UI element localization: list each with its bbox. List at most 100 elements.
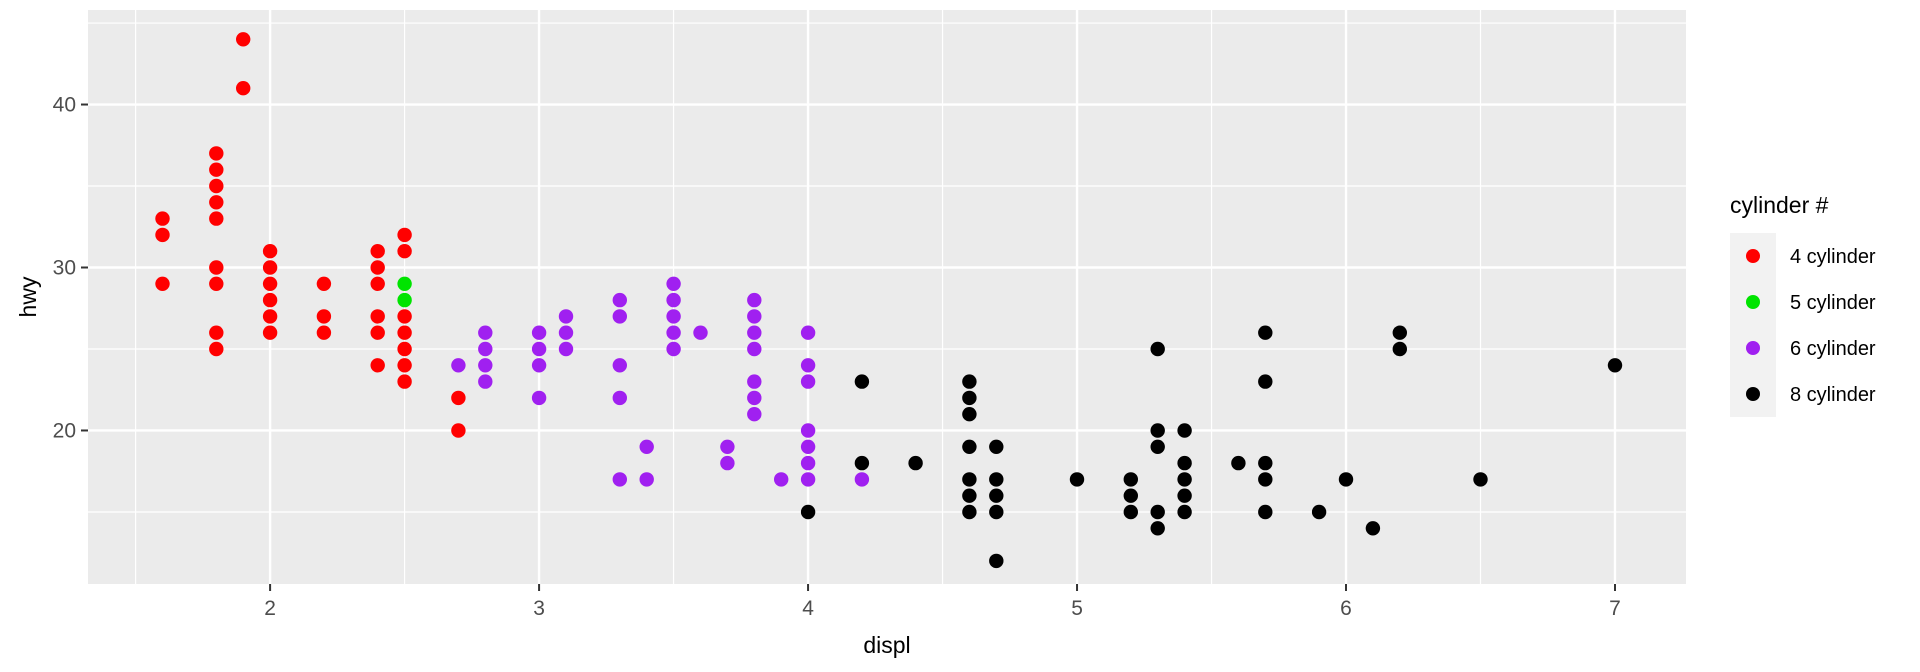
data-point bbox=[639, 439, 654, 454]
data-point bbox=[1258, 325, 1273, 340]
data-point bbox=[531, 390, 547, 406]
data-point bbox=[1123, 504, 1139, 520]
y-tick-label: 30 bbox=[53, 257, 76, 280]
data-point bbox=[612, 358, 627, 373]
data-point bbox=[1258, 504, 1273, 520]
data-point bbox=[262, 292, 278, 308]
data-point bbox=[1607, 358, 1623, 373]
data-point bbox=[800, 374, 816, 389]
x-tick-label: 7 bbox=[1609, 597, 1621, 620]
data-point bbox=[666, 341, 681, 357]
data-point bbox=[236, 81, 251, 96]
y-tick-label: 40 bbox=[53, 94, 76, 117]
data-point bbox=[370, 358, 385, 373]
data-point bbox=[1150, 341, 1165, 357]
data-point bbox=[720, 439, 735, 454]
data-point bbox=[1311, 504, 1327, 520]
x-tick-label: 4 bbox=[802, 597, 814, 620]
data-point bbox=[962, 407, 977, 422]
data-point bbox=[693, 325, 708, 340]
data-point bbox=[747, 292, 762, 308]
data-point bbox=[370, 260, 385, 275]
data-point bbox=[397, 276, 412, 291]
data-point bbox=[989, 439, 1004, 454]
y-tick-label: 20 bbox=[53, 419, 76, 442]
data-point bbox=[262, 244, 278, 259]
data-point bbox=[747, 390, 762, 406]
data-point bbox=[989, 472, 1004, 487]
data-point bbox=[316, 276, 332, 291]
data-point bbox=[209, 325, 224, 340]
data-point bbox=[962, 488, 977, 503]
data-point bbox=[747, 374, 762, 389]
x-tick-label: 6 bbox=[1340, 597, 1352, 620]
data-point bbox=[800, 472, 816, 487]
data-point bbox=[1150, 439, 1165, 454]
data-point bbox=[854, 455, 870, 471]
x-tick-label: 3 bbox=[533, 597, 545, 620]
data-point bbox=[451, 390, 466, 406]
data-point bbox=[451, 358, 466, 373]
data-point bbox=[209, 162, 224, 177]
data-point bbox=[1177, 504, 1192, 520]
data-point bbox=[478, 374, 493, 389]
data-point bbox=[666, 292, 681, 308]
data-point bbox=[800, 439, 816, 454]
data-point bbox=[209, 260, 224, 275]
data-point bbox=[1258, 472, 1273, 487]
data-point bbox=[1150, 504, 1165, 520]
data-point bbox=[1177, 488, 1192, 503]
data-point bbox=[155, 276, 170, 291]
data-point bbox=[800, 455, 816, 471]
legend-entry-label: 4 cylinder bbox=[1790, 246, 1876, 268]
data-point bbox=[531, 358, 547, 373]
data-point bbox=[155, 211, 170, 226]
legend-entry-label: 6 cylinder bbox=[1790, 338, 1876, 360]
data-point bbox=[370, 309, 385, 324]
data-points bbox=[155, 32, 1623, 569]
y-axis-title: hwy bbox=[15, 276, 41, 317]
legend-key-point bbox=[1746, 249, 1760, 263]
data-point bbox=[397, 374, 412, 389]
data-point bbox=[1365, 521, 1381, 536]
data-point bbox=[1258, 374, 1273, 389]
data-point bbox=[370, 325, 385, 340]
data-point bbox=[478, 358, 493, 373]
x-tick-label: 5 bbox=[1071, 597, 1083, 620]
legend-key-point bbox=[1746, 295, 1760, 309]
legend-key-point bbox=[1746, 387, 1760, 401]
data-point bbox=[1177, 472, 1192, 487]
data-point bbox=[612, 390, 627, 406]
data-point bbox=[370, 244, 385, 259]
data-point bbox=[1150, 521, 1165, 536]
data-point bbox=[209, 276, 224, 291]
data-point bbox=[1123, 488, 1139, 503]
data-point bbox=[397, 227, 412, 243]
data-point bbox=[478, 325, 493, 340]
data-point bbox=[1150, 423, 1165, 438]
data-point bbox=[774, 472, 789, 487]
axes: 2 3 4 5 6 7 20 30 40 bbox=[53, 94, 1621, 620]
data-point bbox=[854, 472, 870, 487]
data-point bbox=[1177, 423, 1192, 438]
data-point bbox=[397, 325, 412, 340]
x-axis-title: displ bbox=[863, 632, 910, 658]
data-point bbox=[531, 325, 547, 340]
data-point bbox=[666, 325, 681, 340]
data-point bbox=[262, 309, 278, 324]
data-point bbox=[262, 260, 278, 275]
legend-title: cylinder # bbox=[1730, 192, 1829, 218]
data-point bbox=[800, 358, 816, 373]
data-point bbox=[531, 341, 547, 357]
data-point bbox=[639, 472, 654, 487]
data-point bbox=[478, 341, 493, 357]
data-point bbox=[800, 423, 816, 438]
data-point bbox=[262, 325, 278, 340]
data-point bbox=[397, 244, 412, 259]
data-point bbox=[1231, 455, 1246, 471]
data-point bbox=[209, 195, 224, 210]
data-point bbox=[800, 325, 816, 340]
data-point bbox=[747, 325, 762, 340]
